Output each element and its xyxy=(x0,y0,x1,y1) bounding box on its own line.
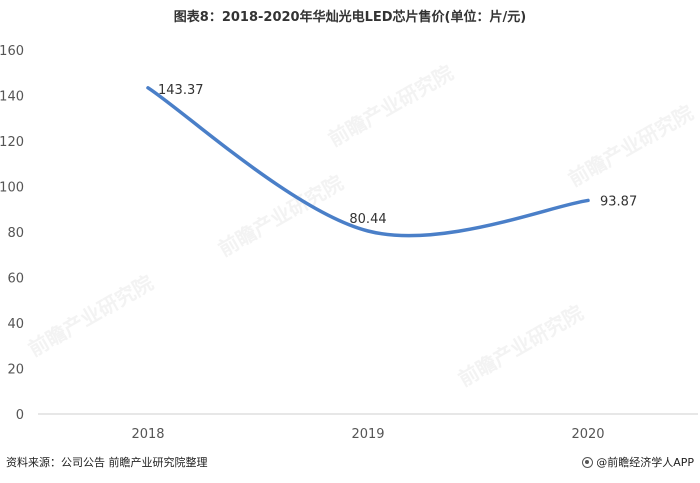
line-chart: 0 20 40 60 80 100 120 140 160 2018 2019 2020 143.37 8… xyxy=(0,44,698,442)
brand-logo-icon xyxy=(582,456,594,468)
y-tick-label: 0 xyxy=(16,408,24,423)
y-tick-label: 100 xyxy=(0,181,24,196)
y-tick-label: 140 xyxy=(0,90,24,105)
y-tick-label: 20 xyxy=(7,363,24,378)
chart-title: 图表8：2018-2020年华灿光电LED芯片售价(单位：片/元) xyxy=(173,10,527,25)
y-tick-label: 120 xyxy=(0,135,24,150)
y-tick-label: 160 xyxy=(0,44,24,59)
data-label: 93.87 xyxy=(600,194,637,209)
y-tick-label: 80 xyxy=(7,226,24,241)
series-line xyxy=(146,86,590,238)
brand-text: @前瞻经济学人APP xyxy=(596,456,694,469)
data-label: 80.44 xyxy=(349,212,386,227)
x-tick-label: 2018 xyxy=(131,427,164,442)
brand-credit: @前瞻经济学人APP xyxy=(582,454,694,470)
y-tick-label: 40 xyxy=(7,317,24,332)
x-tick-label: 2020 xyxy=(571,427,604,442)
data-label: 143.37 xyxy=(158,83,204,98)
y-tick-label: 60 xyxy=(7,272,24,287)
x-tick-label: 2019 xyxy=(351,427,384,442)
source-note: 资料来源：公司公告 前瞻产业研究院整理 xyxy=(6,456,208,469)
